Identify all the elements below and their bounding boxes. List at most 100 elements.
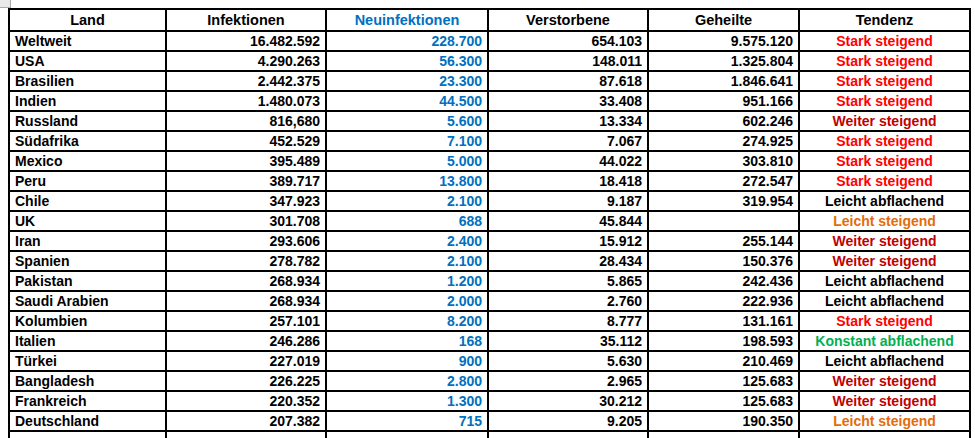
cell-tendenz[interactable]: Weiter steigend — [799, 391, 970, 411]
cell-verstorbene[interactable]: 8.777 — [488, 311, 648, 331]
cell-geheilte[interactable]: 274.925 — [648, 131, 799, 151]
cell-geheilte[interactable]: 319.954 — [648, 191, 799, 211]
cell-neuinfektionen[interactable]: 2.000 — [326, 291, 488, 311]
cell-tendenz[interactable]: Weiter steigend — [799, 251, 970, 271]
cell-neuinfektionen[interactable]: 5.600 — [326, 111, 488, 131]
cell-neuinfektionen[interactable]: 900 — [326, 351, 488, 371]
cell-geheilte[interactable]: 602.246 — [648, 111, 799, 131]
cell-verstorbene[interactable]: 654.103 — [488, 31, 648, 51]
cell-tendenz[interactable]: Stark steigend — [799, 31, 970, 51]
cell-geheilte[interactable]: 242.436 — [648, 271, 799, 291]
cell-infektionen[interactable]: 395.489 — [166, 151, 326, 171]
cell-geheilte[interactable]: 198.593 — [648, 331, 799, 351]
cell-land[interactable]: UK — [9, 211, 166, 231]
cell-tendenz[interactable]: Weiter steigend — [799, 231, 970, 251]
cell-infektionen[interactable]: 347.923 — [166, 191, 326, 211]
column-header-neuinfektionen[interactable]: Neuinfektionen — [326, 9, 488, 31]
cell-verstorbene[interactable]: 28.434 — [488, 251, 648, 271]
cell-neuinfektionen[interactable]: 8.200 — [326, 311, 488, 331]
cell-verstorbene[interactable]: 5.865 — [488, 271, 648, 291]
cell-verstorbene[interactable]: 35.112 — [488, 331, 648, 351]
cell-neuinfektionen[interactable]: 5.000 — [326, 151, 488, 171]
cell-infektionen[interactable]: 16.482.592 — [166, 31, 326, 51]
empty-cell-verstorbene[interactable] — [488, 431, 648, 438]
cell-verstorbene[interactable]: 44.022 — [488, 151, 648, 171]
cell-verstorbene[interactable]: 18.418 — [488, 171, 648, 191]
cell-verstorbene[interactable]: 2.760 — [488, 291, 648, 311]
cell-geheilte[interactable]: 1.325.804 — [648, 51, 799, 71]
cell-verstorbene[interactable]: 5.630 — [488, 351, 648, 371]
cell-verstorbene[interactable]: 7.067 — [488, 131, 648, 151]
cell-verstorbene[interactable]: 9.205 — [488, 411, 648, 431]
cell-geheilte[interactable]: 190.350 — [648, 411, 799, 431]
cell-infektionen[interactable]: 816,680 — [166, 111, 326, 131]
cell-infektionen[interactable]: 4.290.263 — [166, 51, 326, 71]
cell-neuinfektionen[interactable]: 1.200 — [326, 271, 488, 291]
cell-tendenz[interactable]: Leicht steigend — [799, 211, 970, 231]
cell-tendenz[interactable]: Leicht abflachend — [799, 351, 970, 371]
cell-land[interactable]: Südafrika — [9, 131, 166, 151]
cell-land[interactable]: Frankreich — [9, 391, 166, 411]
cell-verstorbene[interactable]: 148.011 — [488, 51, 648, 71]
cell-land[interactable]: Indien — [9, 91, 166, 111]
cell-geheilte[interactable]: 150.376 — [648, 251, 799, 271]
cell-verstorbene[interactable]: 87.618 — [488, 71, 648, 91]
cell-geheilte[interactable]: 222.936 — [648, 291, 799, 311]
cell-infektionen[interactable]: 227.019 — [166, 351, 326, 371]
empty-cell-tendenz[interactable] — [799, 431, 970, 438]
cell-verstorbene[interactable]: 30.212 — [488, 391, 648, 411]
cell-infektionen[interactable]: 2.442.375 — [166, 71, 326, 91]
cell-infektionen[interactable]: 1.480.073 — [166, 91, 326, 111]
cell-verstorbene[interactable]: 33.408 — [488, 91, 648, 111]
cell-tendenz[interactable]: Stark steigend — [799, 171, 970, 191]
cell-neuinfektionen[interactable]: 228.700 — [326, 31, 488, 51]
cell-geheilte[interactable]: 951.166 — [648, 91, 799, 111]
cell-land[interactable]: Saudi Arabien — [9, 291, 166, 311]
column-header-verstorbene[interactable]: Verstorbene — [488, 9, 648, 31]
cell-geheilte[interactable]: 272.547 — [648, 171, 799, 191]
cell-tendenz[interactable]: Weiter steigend — [799, 111, 970, 131]
cell-tendenz[interactable]: Leicht abflachend — [799, 191, 970, 211]
cell-verstorbene[interactable]: 9.187 — [488, 191, 648, 211]
cell-neuinfektionen[interactable]: 13.800 — [326, 171, 488, 191]
cell-geheilte[interactable]: 1.846.641 — [648, 71, 799, 91]
column-header-tendenz[interactable]: Tendenz — [799, 9, 970, 31]
cell-infektionen[interactable]: 246.286 — [166, 331, 326, 351]
cell-land[interactable]: Bangladesh — [9, 371, 166, 391]
cell-infektionen[interactable]: 452.529 — [166, 131, 326, 151]
cell-tendenz[interactable]: Stark steigend — [799, 71, 970, 91]
cell-tendenz[interactable]: Stark steigend — [799, 91, 970, 111]
cell-land[interactable]: Weltweit — [9, 31, 166, 51]
cell-tendenz[interactable]: Stark steigend — [799, 311, 970, 331]
empty-cell-neuinfektionen[interactable] — [326, 431, 488, 438]
cell-infektionen[interactable]: 293.606 — [166, 231, 326, 251]
cell-verstorbene[interactable]: 13.334 — [488, 111, 648, 131]
cell-tendenz[interactable]: Stark steigend — [799, 51, 970, 71]
cell-neuinfektionen[interactable]: 2.400 — [326, 231, 488, 251]
cell-neuinfektionen[interactable]: 23.300 — [326, 71, 488, 91]
cell-neuinfektionen[interactable]: 7.100 — [326, 131, 488, 151]
cell-geheilte[interactable]: 125.683 — [648, 371, 799, 391]
cell-land[interactable]: Spanien — [9, 251, 166, 271]
cell-land[interactable]: Iran — [9, 231, 166, 251]
column-header-infektionen[interactable]: Infektionen — [166, 9, 326, 31]
cell-neuinfektionen[interactable]: 715 — [326, 411, 488, 431]
cell-infektionen[interactable]: 389.717 — [166, 171, 326, 191]
cell-land[interactable]: Brasilien — [9, 71, 166, 91]
cell-land[interactable]: Deutschland — [9, 411, 166, 431]
cell-neuinfektionen[interactable]: 2.100 — [326, 191, 488, 211]
cell-infektionen[interactable]: 257.101 — [166, 311, 326, 331]
cell-neuinfektionen[interactable]: 44.500 — [326, 91, 488, 111]
cell-geheilte[interactable] — [648, 211, 799, 231]
column-header-land[interactable]: Land — [9, 9, 166, 31]
cell-infektionen[interactable]: 278.782 — [166, 251, 326, 271]
cell-verstorbene[interactable]: 15.912 — [488, 231, 648, 251]
cell-infektionen[interactable]: 301.708 — [166, 211, 326, 231]
cell-tendenz[interactable]: Konstant abflachend — [799, 331, 970, 351]
cell-geheilte[interactable]: 125.683 — [648, 391, 799, 411]
cell-geheilte[interactable]: 303.810 — [648, 151, 799, 171]
cell-neuinfektionen[interactable]: 2.100 — [326, 251, 488, 271]
cell-infektionen[interactable]: 226.225 — [166, 371, 326, 391]
cell-verstorbene[interactable]: 2.965 — [488, 371, 648, 391]
cell-land[interactable]: Russland — [9, 111, 166, 131]
